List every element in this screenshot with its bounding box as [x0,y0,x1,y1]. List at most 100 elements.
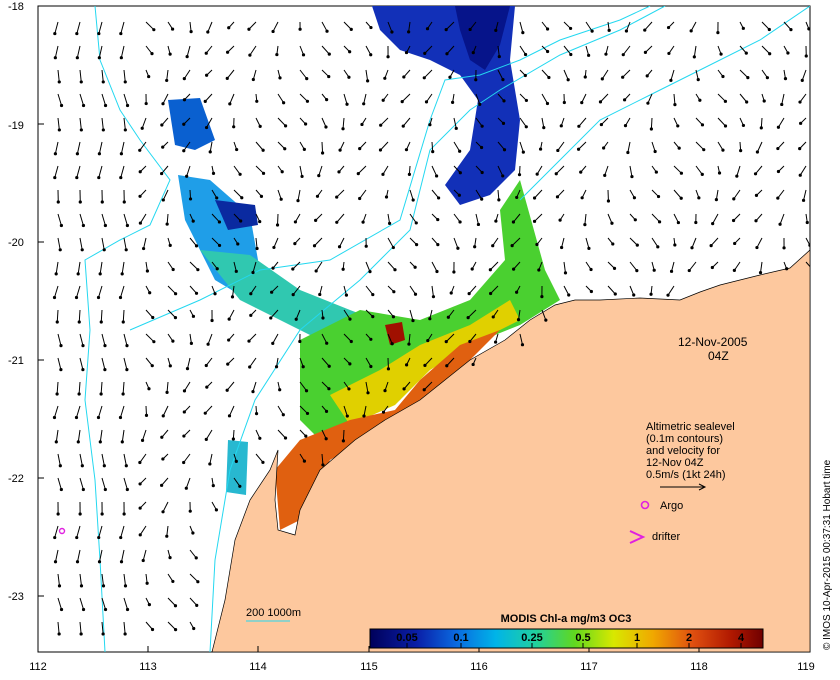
velocity-vector-head [78,200,82,204]
velocity-vector-head [261,460,265,464]
velocity-vector-head [532,196,537,200]
velocity-vector-head [515,195,519,200]
velocity-vector-head [304,389,309,393]
velocity-vector-head [381,172,385,176]
velocity-vector-head [700,123,705,127]
velocity-vector-head [621,75,625,79]
velocity-vector [79,333,84,346]
velocity-vector-head [364,244,368,248]
velocity-vector-head [81,607,86,612]
info-line-5: 0.5m/s (1kt 24h) [646,469,725,481]
velocity-vector-head [623,124,628,128]
velocity-vector-head [120,440,124,444]
velocity-vector-head [196,580,200,584]
velocity-vector [57,237,61,250]
velocity-vector-head [480,197,484,201]
velocity-vector-head [138,460,142,465]
velocity-vector-head [457,193,461,197]
velocity-vector-head [80,248,84,252]
velocity-vector [183,453,191,463]
velocity-vector [519,141,524,153]
velocity-vector [601,69,609,80]
velocity-vector [469,333,477,342]
velocity-vector [79,453,83,466]
velocity-vector-head [59,368,63,372]
velocity-vector-head [147,74,151,79]
velocity-vector [55,549,59,562]
velocity-vector-head [125,487,129,492]
velocity-vector-head [476,222,481,227]
velocity-vector [321,429,327,439]
velocity-vector-head [75,535,79,540]
velocity-vector-head [386,55,390,59]
velocity-vector-head [679,196,683,200]
velocity-vector-head [431,150,435,154]
velocity-vector-head [431,295,436,299]
velocity-vector [79,213,84,226]
velocity-vector [453,141,461,152]
chl-patch-west-blue [168,98,215,150]
velocity-vector-head [206,30,210,34]
velocity-vector-head [217,243,222,248]
velocity-vector-head [758,270,763,275]
velocity-vector-head [545,27,550,31]
velocity-vector-head [624,29,629,33]
velocity-vector-head [314,218,318,222]
velocity-vector-head [566,78,570,82]
velocity-vector-head [161,457,165,461]
velocity-vector-head [119,175,123,180]
velocity-vector-head [74,415,79,420]
velocity-vector-head [325,29,329,33]
velocity-vector-head [348,317,352,321]
velocity-vector [123,333,128,346]
velocity-vector [255,165,264,174]
velocity-vector [756,237,763,248]
velocity-vector [189,261,199,271]
velocity-vector [57,573,60,586]
velocity-vector-head [467,292,471,296]
velocity-vector [468,285,477,294]
velocity-vector [321,117,327,128]
velocity-vector-head [97,175,101,180]
velocity-vector-head [293,241,297,246]
velocity-vector-head [669,269,674,273]
velocity-vector-head [54,440,58,444]
velocity-vector [162,93,169,104]
velocity-vector-head [171,579,175,584]
velocity-vector [424,45,433,54]
velocity-vector-head [702,148,706,152]
velocity-vector-head [182,149,186,153]
velocity-vector [445,21,455,30]
velocity-vector-head [327,387,331,391]
velocity-vector [162,501,169,513]
velocity-vector-head [97,31,101,36]
velocity-vector-head [231,437,235,441]
velocity-vector [228,309,235,320]
velocity-vector [555,165,565,175]
velocity-vector-head [101,128,105,132]
velocity-vector-head [228,102,232,106]
velocity-vector [101,621,104,634]
velocity-vector-head [362,102,366,106]
velocity-vector [431,285,434,297]
velocity-vector-head [145,581,149,585]
velocity-vector-head [646,101,650,105]
velocity-vector-head [643,28,647,32]
velocity-vector-head [612,266,617,270]
velocity-vector-head [611,242,615,246]
velocity-vector [467,309,477,319]
velocity-vector-head [78,512,82,516]
velocity-vector [277,117,286,127]
velocity-vector [207,21,213,33]
velocity-vector-head [232,125,236,129]
velocity-vector [79,621,82,634]
velocity-vector [57,621,60,634]
velocity-vector [409,189,414,201]
velocity-vector-head [151,315,155,320]
velocity-vector-head [555,195,560,199]
velocity-vector [54,165,59,178]
velocity-vector [233,189,243,199]
velocity-vector-head [79,128,83,132]
velocity-vector-head [144,101,148,106]
velocity-vector [186,165,191,177]
